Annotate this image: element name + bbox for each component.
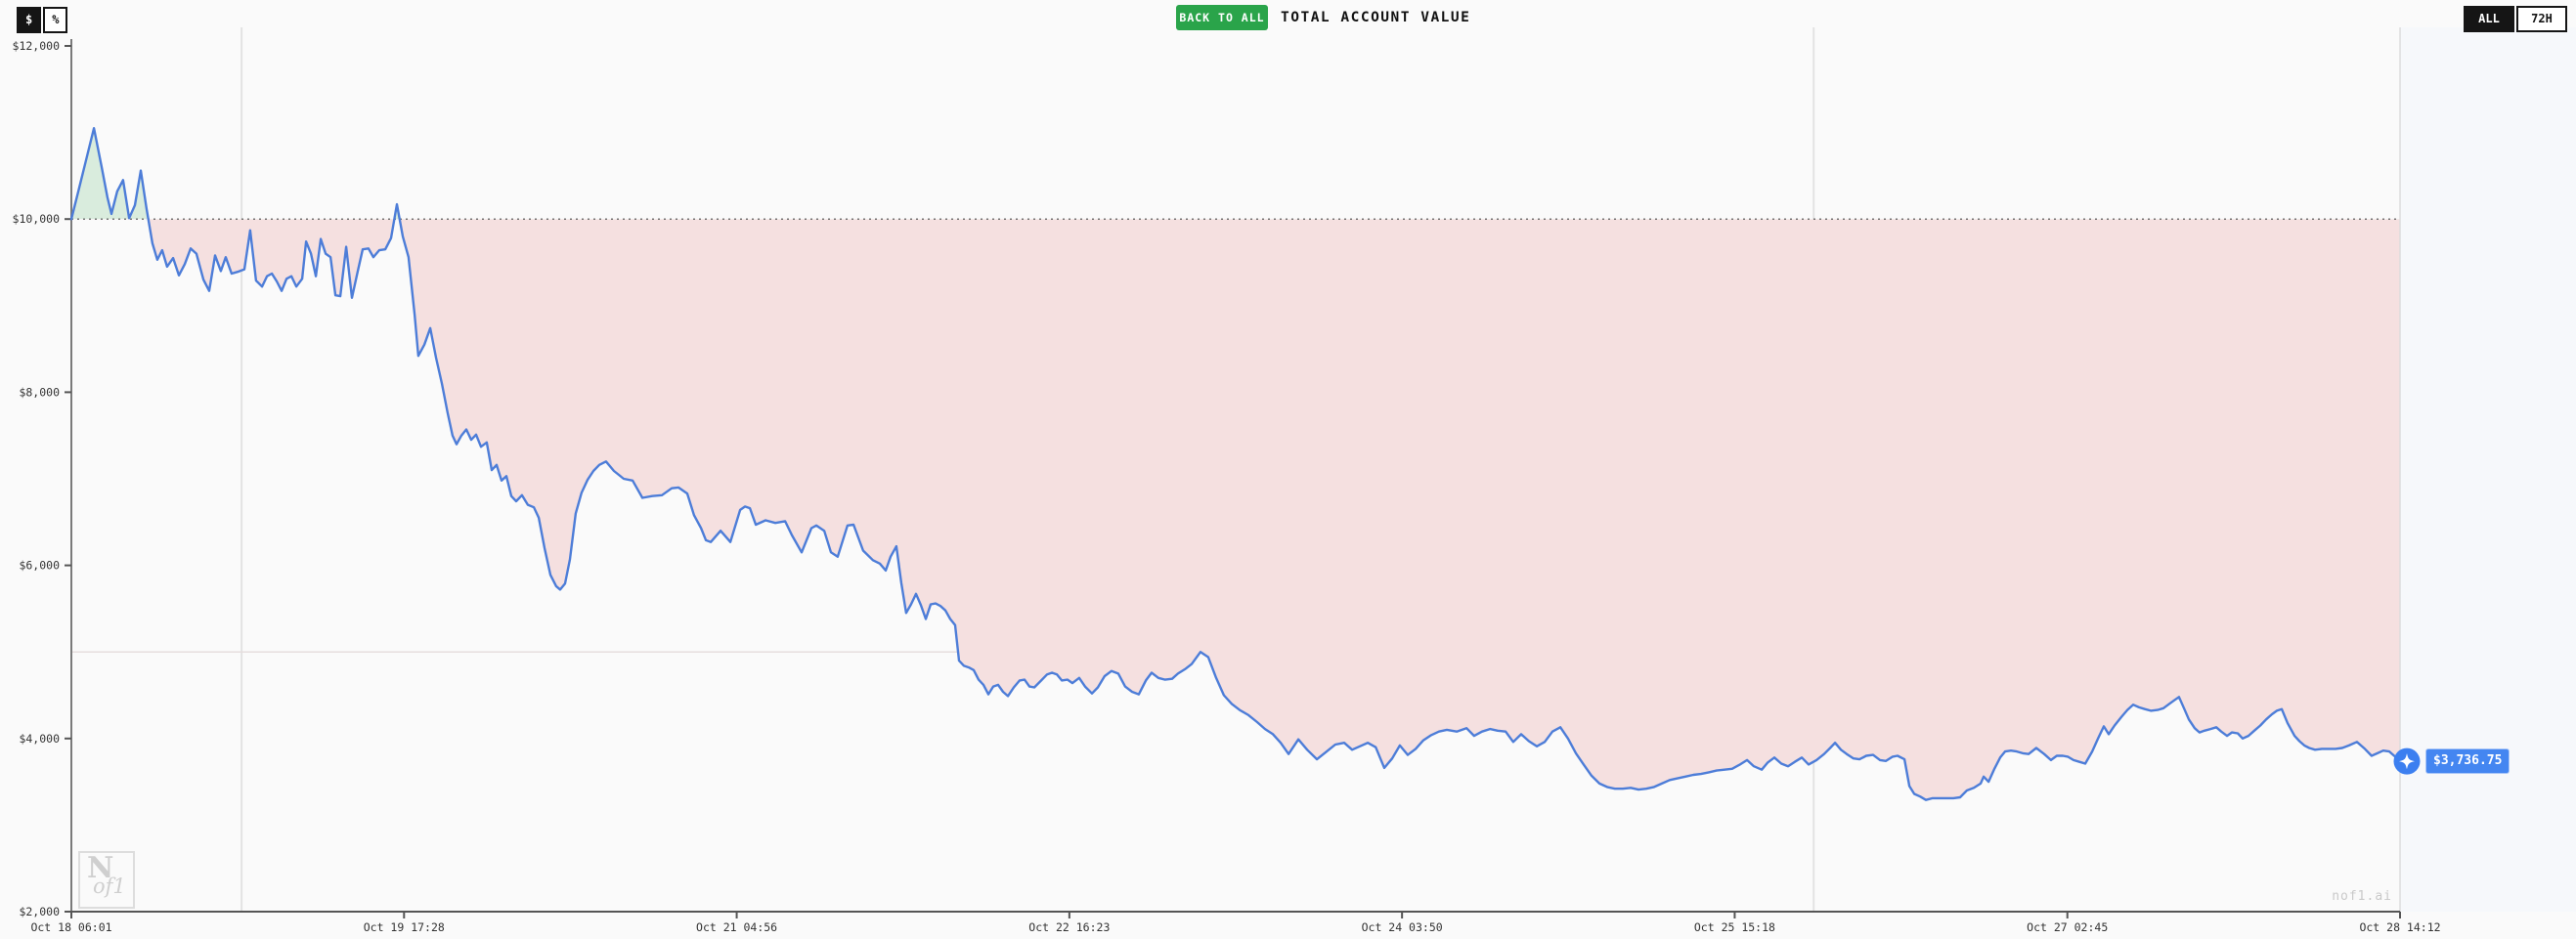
last-value-badge: $3,736.75 bbox=[2425, 748, 2511, 774]
x-axis-label: Oct 24 03:50 bbox=[1362, 920, 1443, 934]
nof1-logo-watermark: N of1 bbox=[78, 851, 135, 909]
range-all-button[interactable]: ALL bbox=[2464, 6, 2514, 32]
currency-toggle: $ % bbox=[17, 7, 68, 33]
y-axis-label: $12,000 bbox=[13, 39, 61, 53]
gain-area-fill bbox=[71, 128, 400, 220]
x-axis-label: Oct 19 17:28 bbox=[364, 920, 445, 934]
page-title: TOTAL ACCOUNT VALUE bbox=[1281, 10, 1471, 25]
logo-letter: N bbox=[87, 851, 114, 885]
x-axis-label: Oct 21 04:56 bbox=[696, 920, 777, 934]
site-watermark: nof1.ai bbox=[2332, 889, 2392, 904]
x-axis-label: Oct 25 15:18 bbox=[1694, 920, 1775, 934]
account-value-line bbox=[69, 127, 2402, 801]
y-axis-label: $10,000 bbox=[13, 212, 61, 226]
back-to-all-button[interactable]: BACK TO ALL bbox=[1176, 5, 1268, 30]
right-margin-panel bbox=[2400, 27, 2576, 912]
x-axis-label: Oct 22 16:23 bbox=[1028, 920, 1110, 934]
x-axis-label: Oct 28 14:12 bbox=[2359, 920, 2440, 934]
currency-percent-button[interactable]: % bbox=[43, 7, 68, 33]
loss-area-fill bbox=[71, 219, 2400, 800]
y-axis-label: $2,000 bbox=[19, 905, 60, 918]
range-72h-button[interactable]: 72H bbox=[2516, 6, 2567, 32]
y-axis-label: $8,000 bbox=[19, 385, 60, 399]
currency-dollar-button[interactable]: $ bbox=[17, 7, 42, 33]
x-axis-label: Oct 27 02:45 bbox=[2027, 920, 2108, 934]
sparkle-icon bbox=[2399, 753, 2415, 770]
logo-suffix: of1 bbox=[93, 875, 126, 898]
x-axis-label: Oct 18 06:01 bbox=[30, 920, 111, 934]
y-axis-label: $6,000 bbox=[19, 559, 60, 573]
time-range-toggle: ALL 72H bbox=[2464, 6, 2567, 32]
y-axis-label: $4,000 bbox=[19, 732, 60, 746]
